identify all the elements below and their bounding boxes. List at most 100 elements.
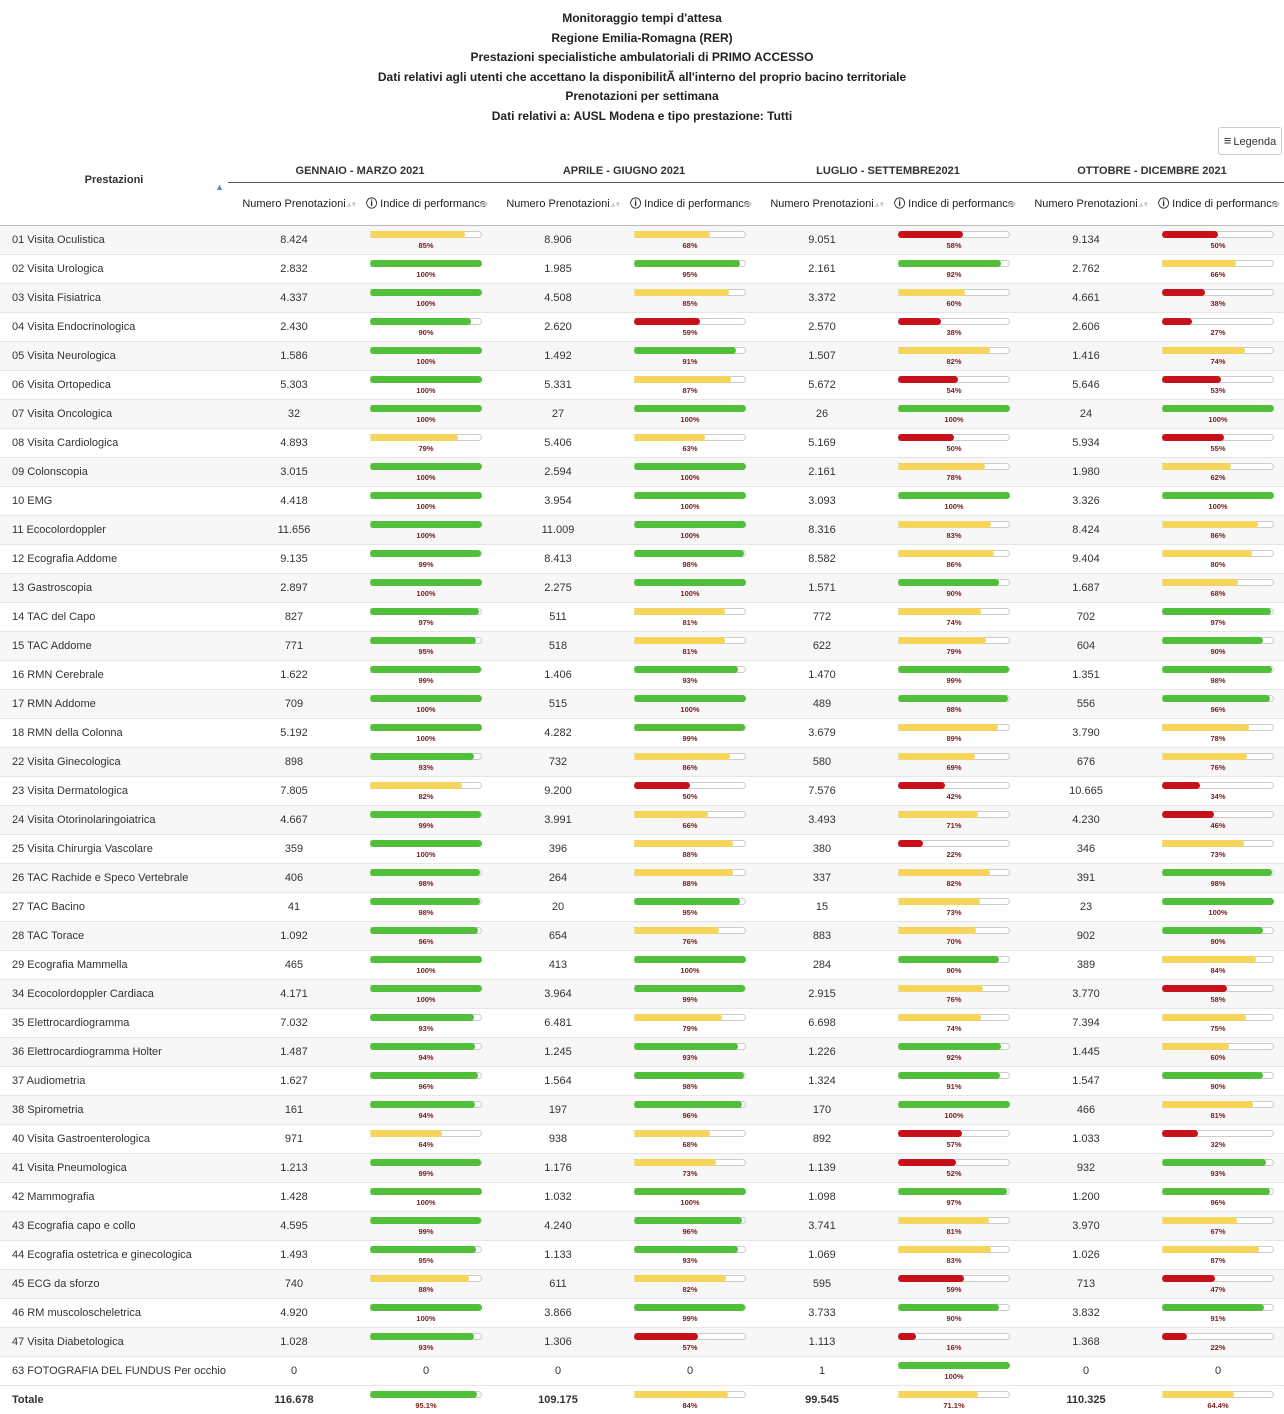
row-name: 18 RMN della Colonna bbox=[0, 719, 228, 748]
performance-track bbox=[370, 695, 482, 702]
performance-track bbox=[898, 579, 1010, 586]
row-name: 36 Elettrocardiogramma Holter bbox=[0, 1038, 228, 1067]
performance-label: 99% bbox=[624, 735, 756, 743]
performance-cell: 78% bbox=[1152, 719, 1284, 748]
performance-track bbox=[634, 666, 746, 673]
performance-cell: 100% bbox=[360, 980, 492, 1009]
performance-track bbox=[898, 985, 1010, 992]
performance-label: 90% bbox=[1152, 648, 1284, 656]
performance-track bbox=[1162, 1304, 1274, 1311]
performance-label: 78% bbox=[1152, 735, 1284, 743]
subheader-label: Numero Prenotazioni bbox=[506, 198, 609, 210]
performance-bar bbox=[370, 1159, 481, 1166]
booking-count: 3.733 bbox=[756, 1299, 888, 1328]
booking-count: 611 bbox=[492, 1270, 624, 1299]
performance-track bbox=[634, 347, 746, 354]
performance-bar bbox=[370, 608, 479, 615]
performance-cell: 93% bbox=[360, 1009, 492, 1038]
performance-value: 0 bbox=[1152, 1357, 1284, 1385]
booking-count: 346 bbox=[1020, 835, 1152, 864]
row-name: 23 Visita Dermatologica bbox=[0, 777, 228, 806]
performance-cell: 59% bbox=[888, 1270, 1020, 1299]
performance-label: 99% bbox=[888, 677, 1020, 685]
performance-bar bbox=[1162, 608, 1271, 615]
booking-count: 4.282 bbox=[492, 719, 624, 748]
booking-count: 938 bbox=[492, 1125, 624, 1154]
performance-track bbox=[634, 463, 746, 470]
performance-label: 97% bbox=[360, 619, 492, 627]
booking-count: 827 bbox=[228, 603, 360, 632]
booking-count: 518 bbox=[492, 632, 624, 661]
performance-bar bbox=[370, 521, 482, 528]
performance-track bbox=[898, 260, 1010, 267]
booking-count: 898 bbox=[228, 748, 360, 777]
performance-track bbox=[634, 1043, 746, 1050]
performance-cell: 100% bbox=[360, 1183, 492, 1212]
performance-cell: 100% bbox=[360, 458, 492, 487]
title-line: Dati relativi agli utenti che accettano … bbox=[0, 68, 1284, 88]
performance-cell: 88% bbox=[624, 835, 756, 864]
performance-bar bbox=[898, 840, 923, 847]
performance-cell: 93% bbox=[360, 1328, 492, 1357]
performance-cell: 0 bbox=[1152, 1357, 1284, 1386]
booking-count: 2.897 bbox=[228, 574, 360, 603]
row-name: 63 FOTOGRAFIA DEL FUNDUS Per occhio bbox=[0, 1357, 228, 1386]
subheader: Numero Prenotazioni▴▾ bbox=[492, 183, 624, 226]
performance-track bbox=[370, 1275, 482, 1282]
performance-bar bbox=[1162, 289, 1205, 296]
legend-button[interactable]: ≡Legenda bbox=[1218, 127, 1282, 155]
performance-bar bbox=[898, 550, 994, 557]
performance-label: 82% bbox=[888, 880, 1020, 888]
performance-bar bbox=[634, 985, 745, 992]
performance-bar bbox=[370, 753, 474, 760]
performance-cell: 73% bbox=[1152, 835, 1284, 864]
booking-count: 4.920 bbox=[228, 1299, 360, 1328]
booking-count: 1.428 bbox=[228, 1183, 360, 1212]
performance-label: 84% bbox=[624, 1402, 756, 1410]
performance-label: 38% bbox=[1152, 300, 1284, 308]
performance-bar bbox=[1162, 695, 1270, 702]
performance-track bbox=[1162, 1275, 1274, 1282]
performance-label: 100% bbox=[624, 503, 756, 511]
performance-bar bbox=[898, 811, 978, 818]
performance-label: 74% bbox=[1152, 358, 1284, 366]
performance-bar bbox=[898, 1130, 962, 1137]
performance-cell: 50% bbox=[888, 429, 1020, 458]
booking-count: 1.985 bbox=[492, 255, 624, 284]
performance-bar bbox=[1162, 579, 1238, 586]
booking-count: 2.915 bbox=[756, 980, 888, 1009]
performance-bar bbox=[898, 231, 963, 238]
booking-count: 556 bbox=[1020, 690, 1152, 719]
booking-count: 20 bbox=[492, 893, 624, 922]
performance-bar bbox=[898, 1246, 991, 1253]
performance-bar bbox=[370, 811, 481, 818]
period-header: GENNAIO - MARZO 2021 bbox=[228, 160, 492, 183]
performance-cell: 60% bbox=[888, 284, 1020, 313]
performance-cell: 85% bbox=[624, 284, 756, 313]
performance-bar bbox=[370, 492, 482, 499]
performance-label: 99% bbox=[360, 561, 492, 569]
performance-bar bbox=[634, 1304, 745, 1311]
first-header-label: Prestazioni bbox=[85, 174, 144, 186]
first-header: Prestazioni▲ bbox=[0, 160, 228, 226]
performance-track bbox=[898, 956, 1010, 963]
booking-count: 9.051 bbox=[756, 226, 888, 255]
performance-track bbox=[634, 724, 746, 731]
performance-label: 98% bbox=[1152, 880, 1284, 888]
performance-track bbox=[898, 318, 1010, 325]
performance-cell: 58% bbox=[1152, 980, 1284, 1009]
performance-track bbox=[634, 1101, 746, 1108]
booking-count: 466 bbox=[1020, 1096, 1152, 1125]
performance-cell: 99% bbox=[360, 806, 492, 835]
booking-count: 264 bbox=[492, 864, 624, 893]
performance-track bbox=[370, 231, 482, 238]
performance-bar bbox=[898, 1014, 981, 1021]
booking-count: 2.161 bbox=[756, 458, 888, 487]
booking-count: 337 bbox=[756, 864, 888, 893]
performance-label: 58% bbox=[888, 242, 1020, 250]
performance-label: 90% bbox=[1152, 938, 1284, 946]
